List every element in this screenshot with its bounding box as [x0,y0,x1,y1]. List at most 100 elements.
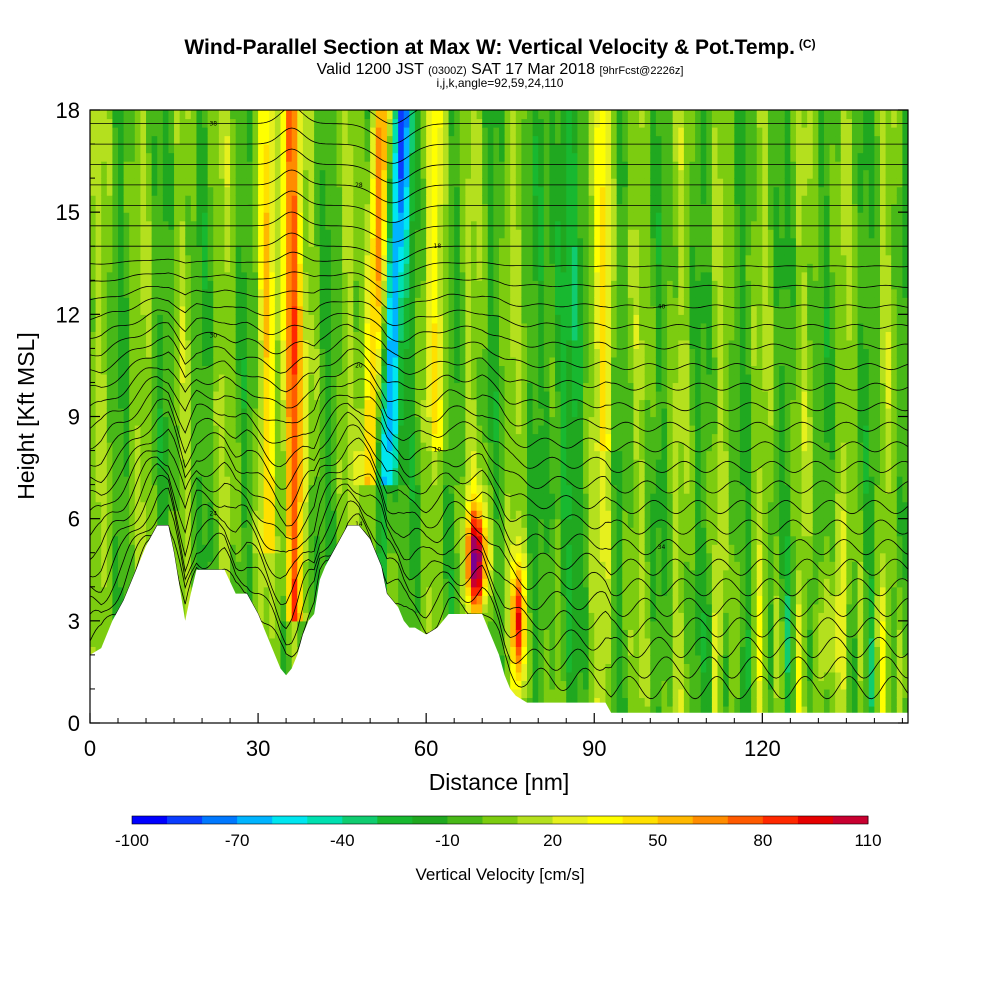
velocity-cell [342,220,349,230]
velocity-cell [280,356,287,367]
velocity-cell [213,220,220,230]
velocity-cell [129,195,136,205]
velocity-cell [437,237,444,247]
velocity-cell [330,518,338,528]
velocity-cell [420,331,427,341]
velocity-cell [431,203,438,213]
velocity-cell [353,518,360,528]
velocity-cell [392,254,399,264]
velocity-cell [151,476,158,486]
velocity-cell [118,348,125,358]
velocity-cell [297,229,304,239]
velocity-cell [375,339,382,349]
velocity-cell [358,373,366,384]
velocity-cell [420,280,427,290]
velocity-cell [258,450,265,460]
velocity-cell [398,220,405,230]
velocity-cell [314,144,321,154]
velocity-cell [370,331,377,341]
velocity-cell [235,450,242,460]
velocity-cell [431,305,438,315]
velocity-cell [442,297,450,307]
velocity-cell [403,433,410,443]
velocity-cell [218,510,226,520]
velocity-cell [459,476,466,486]
velocity-cell [162,195,170,205]
velocity-cell [398,280,405,290]
velocity-cell [235,220,242,230]
velocity-cell [258,510,265,520]
velocity-cell [448,493,455,503]
velocity-cell [442,433,450,443]
velocity-cell [392,459,399,469]
velocity-cell [454,348,461,358]
velocity-cell [286,297,293,307]
velocity-cell [437,161,444,171]
velocity-cell [448,169,455,179]
velocity-cell [437,493,444,503]
velocity-cell [437,484,444,494]
velocity-cell [314,314,321,324]
velocity-cell [319,280,326,290]
velocity-cell [146,450,153,460]
velocity-cell [151,416,158,426]
velocity-cell [414,459,422,469]
velocity-cell [230,246,237,256]
velocity-cell [235,161,242,171]
velocity-cell [90,603,97,613]
velocity-cell [112,169,119,179]
velocity-cell [196,169,203,179]
velocity-cell [297,382,304,392]
velocity-cell [370,467,377,477]
velocity-cell [269,169,276,179]
velocity-cell [381,331,388,341]
velocity-cell [230,356,237,367]
velocity-cell [353,152,360,162]
velocity-cell [140,246,147,256]
velocity-cell [370,288,377,298]
velocity-cell [353,110,360,120]
velocity-cell [106,118,114,128]
velocity-cell [118,203,125,213]
velocity-cell [420,263,427,273]
velocity-cell [269,161,276,171]
velocity-cell [258,263,265,273]
velocity-cell [319,178,326,188]
velocity-cell [358,127,366,137]
velocity-cell [414,254,422,264]
velocity-cell [364,433,371,443]
velocity-cell [325,229,332,239]
velocity-cell [146,178,153,188]
velocity-cell [470,331,478,341]
velocity-cell [414,195,422,205]
velocity-cell [129,493,136,503]
velocity-cell [403,288,410,298]
velocity-cell [470,467,478,477]
velocity-cell [168,527,175,537]
velocity-cell [386,254,394,264]
velocity-cell [162,484,170,494]
velocity-cell [398,595,405,605]
velocity-cell [235,178,242,188]
velocity-cell [218,169,226,179]
velocity-cell [375,510,382,520]
velocity-cell [280,322,287,332]
velocity-cell [409,152,416,162]
velocity-cell [297,578,304,588]
velocity-cell [269,518,276,528]
velocity-cell [386,322,394,332]
velocity-cell [414,433,422,443]
velocity-cell [426,169,433,179]
velocity-cell [112,544,119,554]
velocity-cell [426,203,433,213]
velocity-cell [431,288,438,298]
velocity-cell [442,493,450,503]
velocity-cell [386,382,394,392]
velocity-cell [280,425,287,435]
velocity-cell [224,246,231,256]
velocity-cell [263,186,270,196]
velocity-cell [470,339,478,349]
velocity-cell [291,476,298,486]
velocity-cell [246,578,254,588]
velocity-cell [437,331,444,341]
